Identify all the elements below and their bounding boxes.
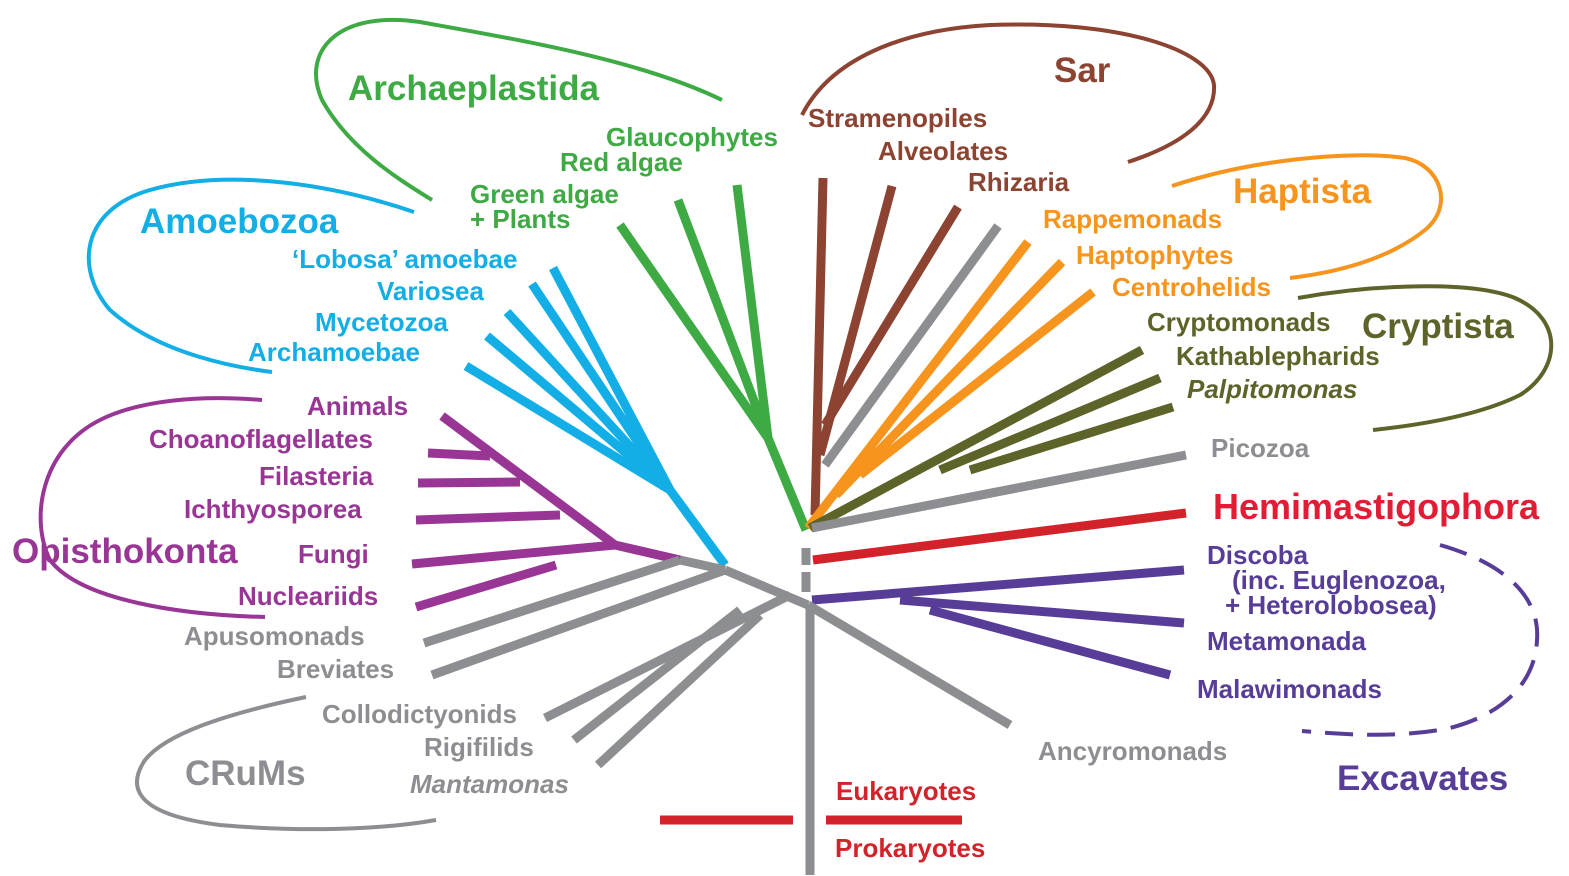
opisthokonta-label: Opisthokonta [12,532,238,571]
amoebozoa-branches [463,265,729,568]
discoba-note-1: (inc. Euglenozoa, [1232,565,1446,595]
picozoa-label: Picozoa [1211,433,1310,463]
haptista-branches [804,239,1096,531]
palpitomonas-label: Palpitomonas [1187,374,1357,404]
fungi-label: Fungi [298,539,369,569]
alveolates-label: Alveolates [878,136,1008,166]
glaucophytes-label: Glaucophytes [606,122,778,152]
red-algae-label: Red algae [560,147,683,177]
green-algae-label: Green algae [470,179,619,209]
plants-label: + Plants [470,204,570,234]
ichthyosporea-label: Ichthyosporea [184,494,362,524]
ancyromonads-label: Ancyromonads [1038,736,1227,766]
hemimastigophora-branch [812,508,1187,565]
lobosa-label: ‘Lobosa’ amoebae [292,244,517,274]
amoebozoa-loop [86,177,415,374]
crums-label: CRuMs [185,754,306,793]
cryptista-label: Cryptista [1362,307,1514,346]
discoba-note-2: + Heterolobosea) [1225,590,1437,620]
nucleariids-label: Nucleariids [238,581,378,611]
grey-backbone-branches [422,555,1013,875]
excavates-loop [1301,543,1540,737]
stramenopiles-label: Stramenopiles [808,103,987,133]
sar-grey-branch [821,223,1002,468]
rappemonads-label: Rappemonads [1043,204,1222,234]
apusomonads-label: Apusomonads [184,621,365,651]
rigifilids-label: Rigifilids [424,732,534,762]
picozoa-branch [811,450,1187,533]
hemimastigophora-label: Hemimastigophora [1213,486,1540,527]
haptista-label: Haptista [1233,172,1372,211]
mycetozoa-label: Mycetozoa [315,307,448,337]
eukaryotes-label: Eukaryotes [836,776,976,806]
archaeplastida-label: Archaeplastida [348,69,599,108]
amoebozoa-label: Amoebozoa [140,202,339,241]
mantamonas-label: Mantamonas [410,769,569,799]
sar-loop [800,22,1217,164]
malawimonads-label: Malawimonads [1197,674,1382,704]
collodictyonids-label: Collodictyonids [322,699,517,729]
opisthokonta-branches [411,412,682,612]
breviates-label: Breviates [277,654,394,684]
choanoflagellates-label: Choanoflagellates [149,424,373,454]
sar-branches [810,177,962,516]
cryptomonads-label: Cryptomonads [1147,307,1330,337]
variosea-label: Variosea [377,276,485,306]
archaeplastida-loop [314,17,723,202]
archamoebae-label: Archamoebae [248,337,420,367]
animals-label: Animals [307,391,408,421]
prokaryotes-label: Prokaryotes [835,833,985,863]
filasteria-label: Filasteria [259,461,374,491]
opisthokonta-loop [38,396,266,619]
centrohelids-label: Centrohelids [1112,272,1271,302]
kathablepharids-label: Kathablepharids [1176,341,1380,371]
discoba-label: Discoba [1207,540,1309,570]
cryptista-loop [1297,284,1554,432]
haptophytes-label: Haptophytes [1076,240,1233,270]
archaeplastida-branches [616,184,811,532]
excavates-branches [811,565,1185,680]
crums-loop [135,695,437,832]
sar-label: Sar [1054,51,1111,90]
rhizaria-label: Rhizaria [968,167,1070,197]
metamonada-label: Metamonada [1207,626,1366,656]
excavates-label: Excavates [1337,759,1508,798]
haptista-loop [1171,153,1444,280]
cryptista-branches [807,346,1175,532]
